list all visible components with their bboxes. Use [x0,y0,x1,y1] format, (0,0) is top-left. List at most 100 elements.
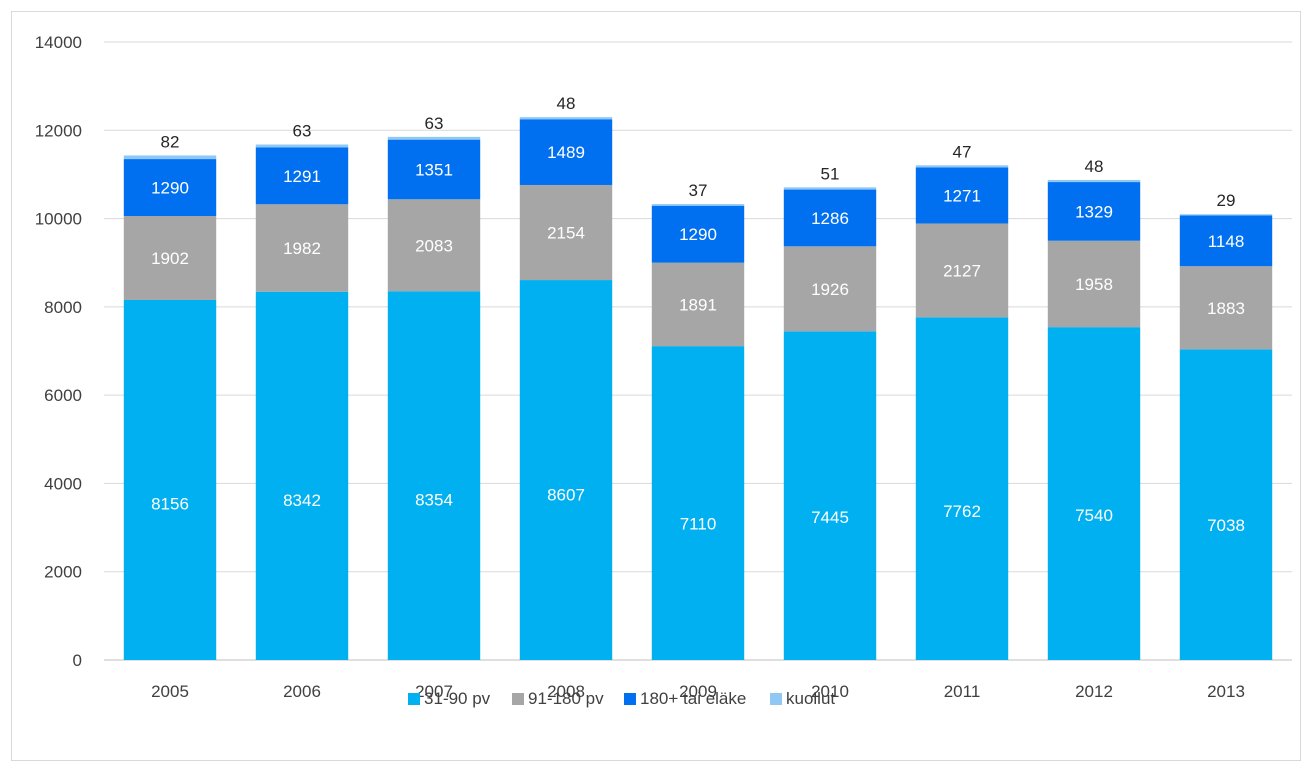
y-tick-label: 10000 [35,210,82,229]
data-label: 1926 [811,280,849,299]
bar-segment [387,291,481,660]
data-label: 63 [425,114,444,133]
data-label: 1329 [1075,202,1113,221]
y-tick-label: 8000 [44,298,82,317]
bar-segment [255,204,349,292]
legend-swatch [408,693,420,705]
y-tick-label: 12000 [35,121,82,140]
data-label: 2154 [547,224,585,243]
data-label: 1286 [811,209,849,228]
bar-segment [651,346,745,660]
bars [123,117,1273,660]
data-label: 7540 [1075,506,1113,525]
bar-segment [519,119,613,185]
data-label: 1902 [151,249,189,268]
data-label: 1290 [151,179,189,198]
bar-segment [123,299,217,660]
data-label: 63 [293,121,312,140]
data-label: 1290 [679,225,717,244]
x-tick-label: 2009 [679,682,717,701]
data-labels: 8156 1902 1290 82 8342 1982 1291 63 8354 2083 1351… [151,94,1245,535]
y-tick-label: 2000 [44,563,82,582]
bar-segment [783,189,877,247]
data-label: 8156 [151,494,189,513]
bar-segment [783,331,877,660]
data-label: 48 [1085,157,1104,176]
bar-segment [651,262,745,347]
bar-segment [1179,349,1273,660]
data-label: 7038 [1207,516,1245,535]
bar-segment [123,155,217,160]
data-label: 1891 [679,295,717,314]
legend-label: 180+ tai eläke [640,689,746,708]
bar-segment [519,280,613,660]
bar-segment [915,165,1009,168]
data-label: 51 [821,164,840,183]
bar-segment [1047,182,1141,241]
bar-segment [1047,327,1141,660]
x-tick-label: 2008 [547,682,585,701]
y-tick-label: 0 [73,651,82,670]
bar-segment [1047,179,1141,183]
x-tick-label: 2007 [415,682,453,701]
data-label: 1883 [1207,299,1245,318]
x-tick-label: 2013 [1207,682,1245,701]
data-label: 2127 [943,261,981,280]
legend-label: 91-180 pv [528,689,604,708]
y-tick-label: 14000 [35,33,82,52]
data-label: 7445 [811,508,849,527]
bar-segment [915,223,1009,318]
y-tick-label: 6000 [44,386,82,405]
data-label: 1291 [283,167,321,186]
chart-frame: 0 2000 4000 6000 8000 10000 12000 14000 8156 190… [11,11,1301,761]
bar-segment [651,204,745,206]
x-tick-label: 2005 [151,682,189,701]
data-label: 48 [557,94,576,113]
bar-segment [783,246,877,332]
x-tick-label: 2010 [811,682,849,701]
bar-segment [651,205,745,263]
bar-segment [255,144,349,148]
bar-segment [1179,266,1273,350]
data-label: 29 [1217,191,1236,210]
x-tick-label: 2011 [944,682,981,701]
bar-segment [915,317,1009,660]
legend-swatch [512,693,524,705]
bar-segment [387,136,481,140]
data-label: 82 [161,132,180,151]
legend-swatch [624,693,636,705]
legend-swatch [770,693,782,705]
bar-segment [387,199,481,292]
bar-segment [1179,214,1273,216]
x-tick-label: 2012 [1075,682,1113,701]
data-label: 8607 [547,486,585,505]
bar-segment [123,159,217,217]
bar-segment [519,184,613,281]
legend-label: 31-90 pv [424,689,491,708]
data-label: 37 [689,181,708,200]
stacked-bar-chart: 0 2000 4000 6000 8000 10000 12000 14000 8156 190… [35,33,1292,708]
data-label: 7110 [680,514,717,533]
data-label: 1958 [1075,275,1113,294]
bar-segment [123,216,217,300]
data-label: 47 [953,142,972,161]
data-label: 1489 [547,143,585,162]
bar-segment [255,291,349,660]
x-axis: 2005 2006 2007 2008 2009 2010 2011 2012 2013 [151,682,1245,701]
data-label: 8342 [283,491,321,510]
data-label: 1271 [943,186,981,205]
y-axis: 0 2000 4000 6000 8000 10000 12000 14000 [35,33,82,670]
data-label: 1148 [1208,232,1245,251]
x-tick-label: 2006 [283,682,321,701]
data-label: 1351 [415,160,453,179]
bar-segment [915,167,1009,224]
legend: 31-90 pv 91-180 pv 180+ tai eläke kuollut [408,689,835,708]
bar-segment [519,117,613,120]
legend-label: kuollut [786,689,835,708]
data-label: 1982 [283,239,321,258]
bar-segment [1047,240,1141,328]
data-label: 7762 [943,502,981,521]
bar-segment [387,139,481,200]
bar-segment [255,147,349,205]
bar-segment [1179,215,1273,267]
